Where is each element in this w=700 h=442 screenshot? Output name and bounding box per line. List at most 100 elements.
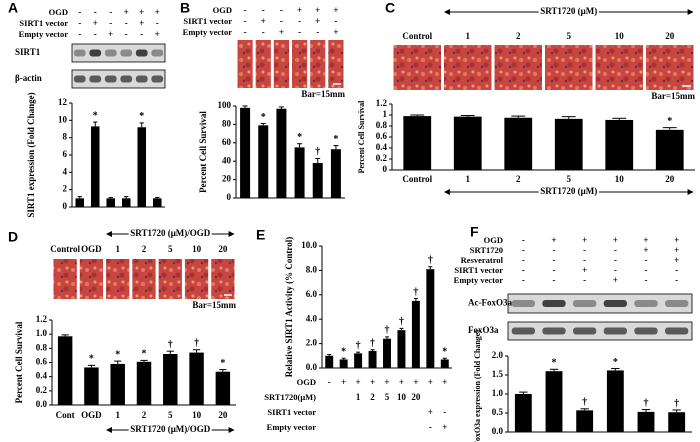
- condition-mark: +: [643, 235, 648, 245]
- bar: [668, 412, 686, 432]
- y-tick-label: 1.5: [492, 369, 504, 379]
- micrograph: [106, 259, 130, 299]
- x-tick-label: 1: [115, 410, 120, 420]
- y-tick-label: 80: [222, 118, 232, 128]
- blot-band: [634, 327, 658, 335]
- condition-mark: +: [613, 235, 618, 245]
- y-tick-label: 40: [222, 155, 232, 165]
- blot: [71, 69, 166, 89]
- micrograph: [237, 40, 253, 88]
- blot-band: [573, 327, 597, 335]
- y-tick-label: 0: [227, 192, 232, 202]
- micrograph: [646, 45, 694, 90]
- condition-mark: 5: [385, 392, 390, 402]
- condition-label: Resveratrol: [461, 255, 504, 265]
- micrograph: [595, 45, 643, 90]
- bar: [411, 300, 420, 368]
- condition-label: SRT1720: [470, 245, 503, 255]
- bar: [90, 126, 100, 207]
- condition-mark: +: [582, 235, 587, 245]
- condition-mark: +: [315, 16, 320, 26]
- x-tick-label: OGD: [81, 410, 102, 420]
- y-tick-label: 0.0: [306, 362, 318, 372]
- condition-mark: 1: [356, 392, 361, 402]
- bar: [383, 338, 391, 368]
- panel-letter: F: [470, 224, 479, 240]
- panel-letter: B: [180, 0, 190, 16]
- y-axis-label: Relative SIRT1 Activity (% Control): [284, 237, 294, 378]
- condition-label: OGD: [297, 377, 316, 387]
- y-tick-label: 6.0: [306, 289, 318, 299]
- image-label: 5: [567, 31, 572, 41]
- blot-band: [89, 75, 102, 83]
- y-tick-label: 4.0: [306, 313, 318, 323]
- x-tick-label: 5: [567, 174, 572, 184]
- micrograph: [545, 45, 593, 90]
- condition-mark: -: [522, 265, 525, 275]
- y-tick-label: 0.0: [36, 399, 48, 409]
- condition-mark: +: [108, 29, 113, 39]
- condition-mark: +: [370, 377, 375, 387]
- micrograph: [255, 40, 271, 88]
- blot-band: [104, 49, 117, 57]
- condition-mark: -: [522, 235, 525, 245]
- x-tick-label: 10: [192, 410, 202, 420]
- significance-mark: *: [261, 112, 266, 123]
- condition-label: OGD: [213, 5, 232, 15]
- condition-mark: -: [522, 255, 525, 265]
- condition-mark: -: [244, 5, 247, 15]
- blot-label: FoxO3a: [468, 325, 499, 335]
- significance-mark: †: [582, 397, 587, 408]
- image-label: 20: [218, 244, 228, 254]
- condition-mark: +: [279, 27, 284, 37]
- condition-mark: -: [583, 245, 586, 255]
- image-label: 10: [192, 244, 202, 254]
- micrograph: [328, 40, 344, 88]
- bar: [576, 410, 594, 432]
- y-axis-label: Percent Cell Survival: [198, 111, 208, 193]
- y-tick-label: 0.5: [492, 407, 504, 417]
- bar: [276, 108, 287, 198]
- condition-mark: -: [78, 7, 81, 17]
- condition-mark: +: [551, 235, 556, 245]
- image-label: 20: [665, 31, 675, 41]
- bar: [163, 354, 178, 405]
- condition-mark: -: [94, 29, 97, 39]
- blot-band: [511, 300, 535, 307]
- bar: [339, 359, 348, 368]
- condition-label: OGD: [49, 7, 68, 17]
- significance-mark: *: [341, 347, 346, 358]
- condition-mark: -: [109, 7, 112, 17]
- condition-mark: +: [139, 7, 144, 17]
- significance-mark: *: [139, 111, 144, 122]
- y-tick-label: 1.2: [376, 98, 388, 108]
- condition-label: Empty vector: [267, 422, 317, 432]
- significance-mark: *: [333, 134, 338, 145]
- significance-mark: †: [399, 317, 404, 328]
- condition-mark: +: [582, 265, 587, 275]
- blot-label: SIRT1: [15, 47, 41, 57]
- bar: [325, 355, 334, 368]
- condition-mark: -: [334, 16, 337, 26]
- blot-band: [603, 327, 627, 335]
- significance-mark: *: [115, 349, 120, 360]
- condition-mark: -: [298, 27, 301, 37]
- y-tick-label: 6: [63, 149, 68, 159]
- condition-label: SRT1720(μM): [264, 392, 316, 402]
- y-tick-label: 2.0: [306, 338, 318, 348]
- blot-band: [120, 75, 133, 83]
- y-tick-label: 0: [383, 164, 388, 174]
- y-tick-label: 10: [58, 114, 68, 124]
- y-tick-label: 12: [58, 97, 68, 107]
- bar: [440, 359, 449, 368]
- condition-mark: +: [155, 29, 160, 39]
- blot-band: [151, 75, 164, 83]
- condition-mark: -: [244, 27, 247, 37]
- blot-band: [634, 300, 658, 307]
- significance-mark: *: [667, 116, 672, 127]
- condition-mark: +: [315, 5, 320, 15]
- image-label: 10: [615, 31, 625, 41]
- micrograph: [132, 259, 156, 299]
- blot-band: [73, 75, 86, 83]
- condition-mark: -: [645, 265, 648, 275]
